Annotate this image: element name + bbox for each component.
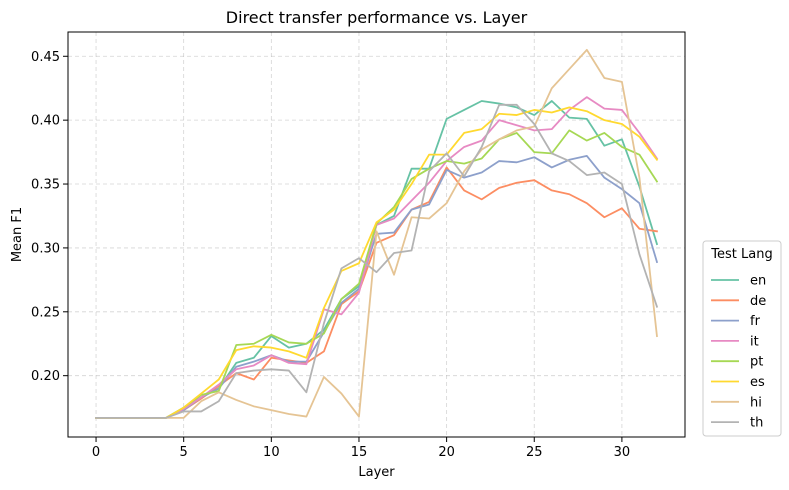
legend-title: Test Lang [710, 247, 772, 262]
legend-entry-es: es [711, 375, 765, 390]
legend-box [702, 240, 782, 437]
legend-label-pt: pt [750, 355, 763, 370]
x-tick-label-10: 10 [263, 445, 280, 460]
axis-ticks: 0 5 10 15 20 25 30 0.20 0.25 0.30 0.35 0.40 0.45 [31, 50, 630, 460]
legend-entries: en de fr it pt es hi th [711, 274, 766, 431]
x-tick-label-0: 0 [92, 445, 100, 460]
x-axis-label: Layer [358, 465, 395, 480]
y-tick-label-0.40: 0.40 [31, 114, 60, 129]
series-line-th [95, 103, 659, 419]
legend-label-th: th [750, 416, 763, 431]
series-lines [95, 48, 659, 419]
y-tick-label-0.45: 0.45 [31, 50, 60, 65]
legend-entry-th: th [711, 416, 763, 431]
legend-label-it: it [750, 334, 759, 349]
x-tick-label-15: 15 [351, 445, 368, 460]
x-tick-label-25: 25 [526, 445, 543, 460]
legend-label-de: de [750, 294, 766, 309]
chart-title: Direct transfer performance vs. Layer [226, 8, 528, 27]
y-tick-label-0.20: 0.20 [31, 369, 60, 384]
y-tick-label-0.35: 0.35 [31, 178, 60, 193]
legend-label-hi: hi [750, 395, 762, 410]
x-tick-label-20: 20 [438, 445, 455, 460]
legend-entry-pt: pt [711, 355, 763, 370]
legend-entry-fr: fr [711, 314, 761, 329]
x-tick-label-5: 5 [180, 445, 188, 460]
y-tick-label-0.30: 0.30 [31, 241, 60, 256]
legend-entry-it: it [711, 334, 759, 349]
legend-entry-hi: hi [711, 395, 762, 410]
legend-label-es: es [750, 375, 765, 390]
plot-frame [67, 31, 686, 438]
legend: Test Lang en de fr it pt es hi th [702, 240, 782, 437]
y-tick-label-0.25: 0.25 [31, 305, 60, 320]
x-tick-label-30: 30 [614, 445, 631, 460]
legend-entry-de: de [711, 294, 766, 309]
legend-entry-en: en [711, 274, 766, 289]
series-line-es [95, 106, 659, 419]
y-axis-label: Mean F1 [10, 207, 25, 262]
legend-label-en: en [750, 274, 766, 289]
legend-label-fr: fr [750, 314, 761, 329]
